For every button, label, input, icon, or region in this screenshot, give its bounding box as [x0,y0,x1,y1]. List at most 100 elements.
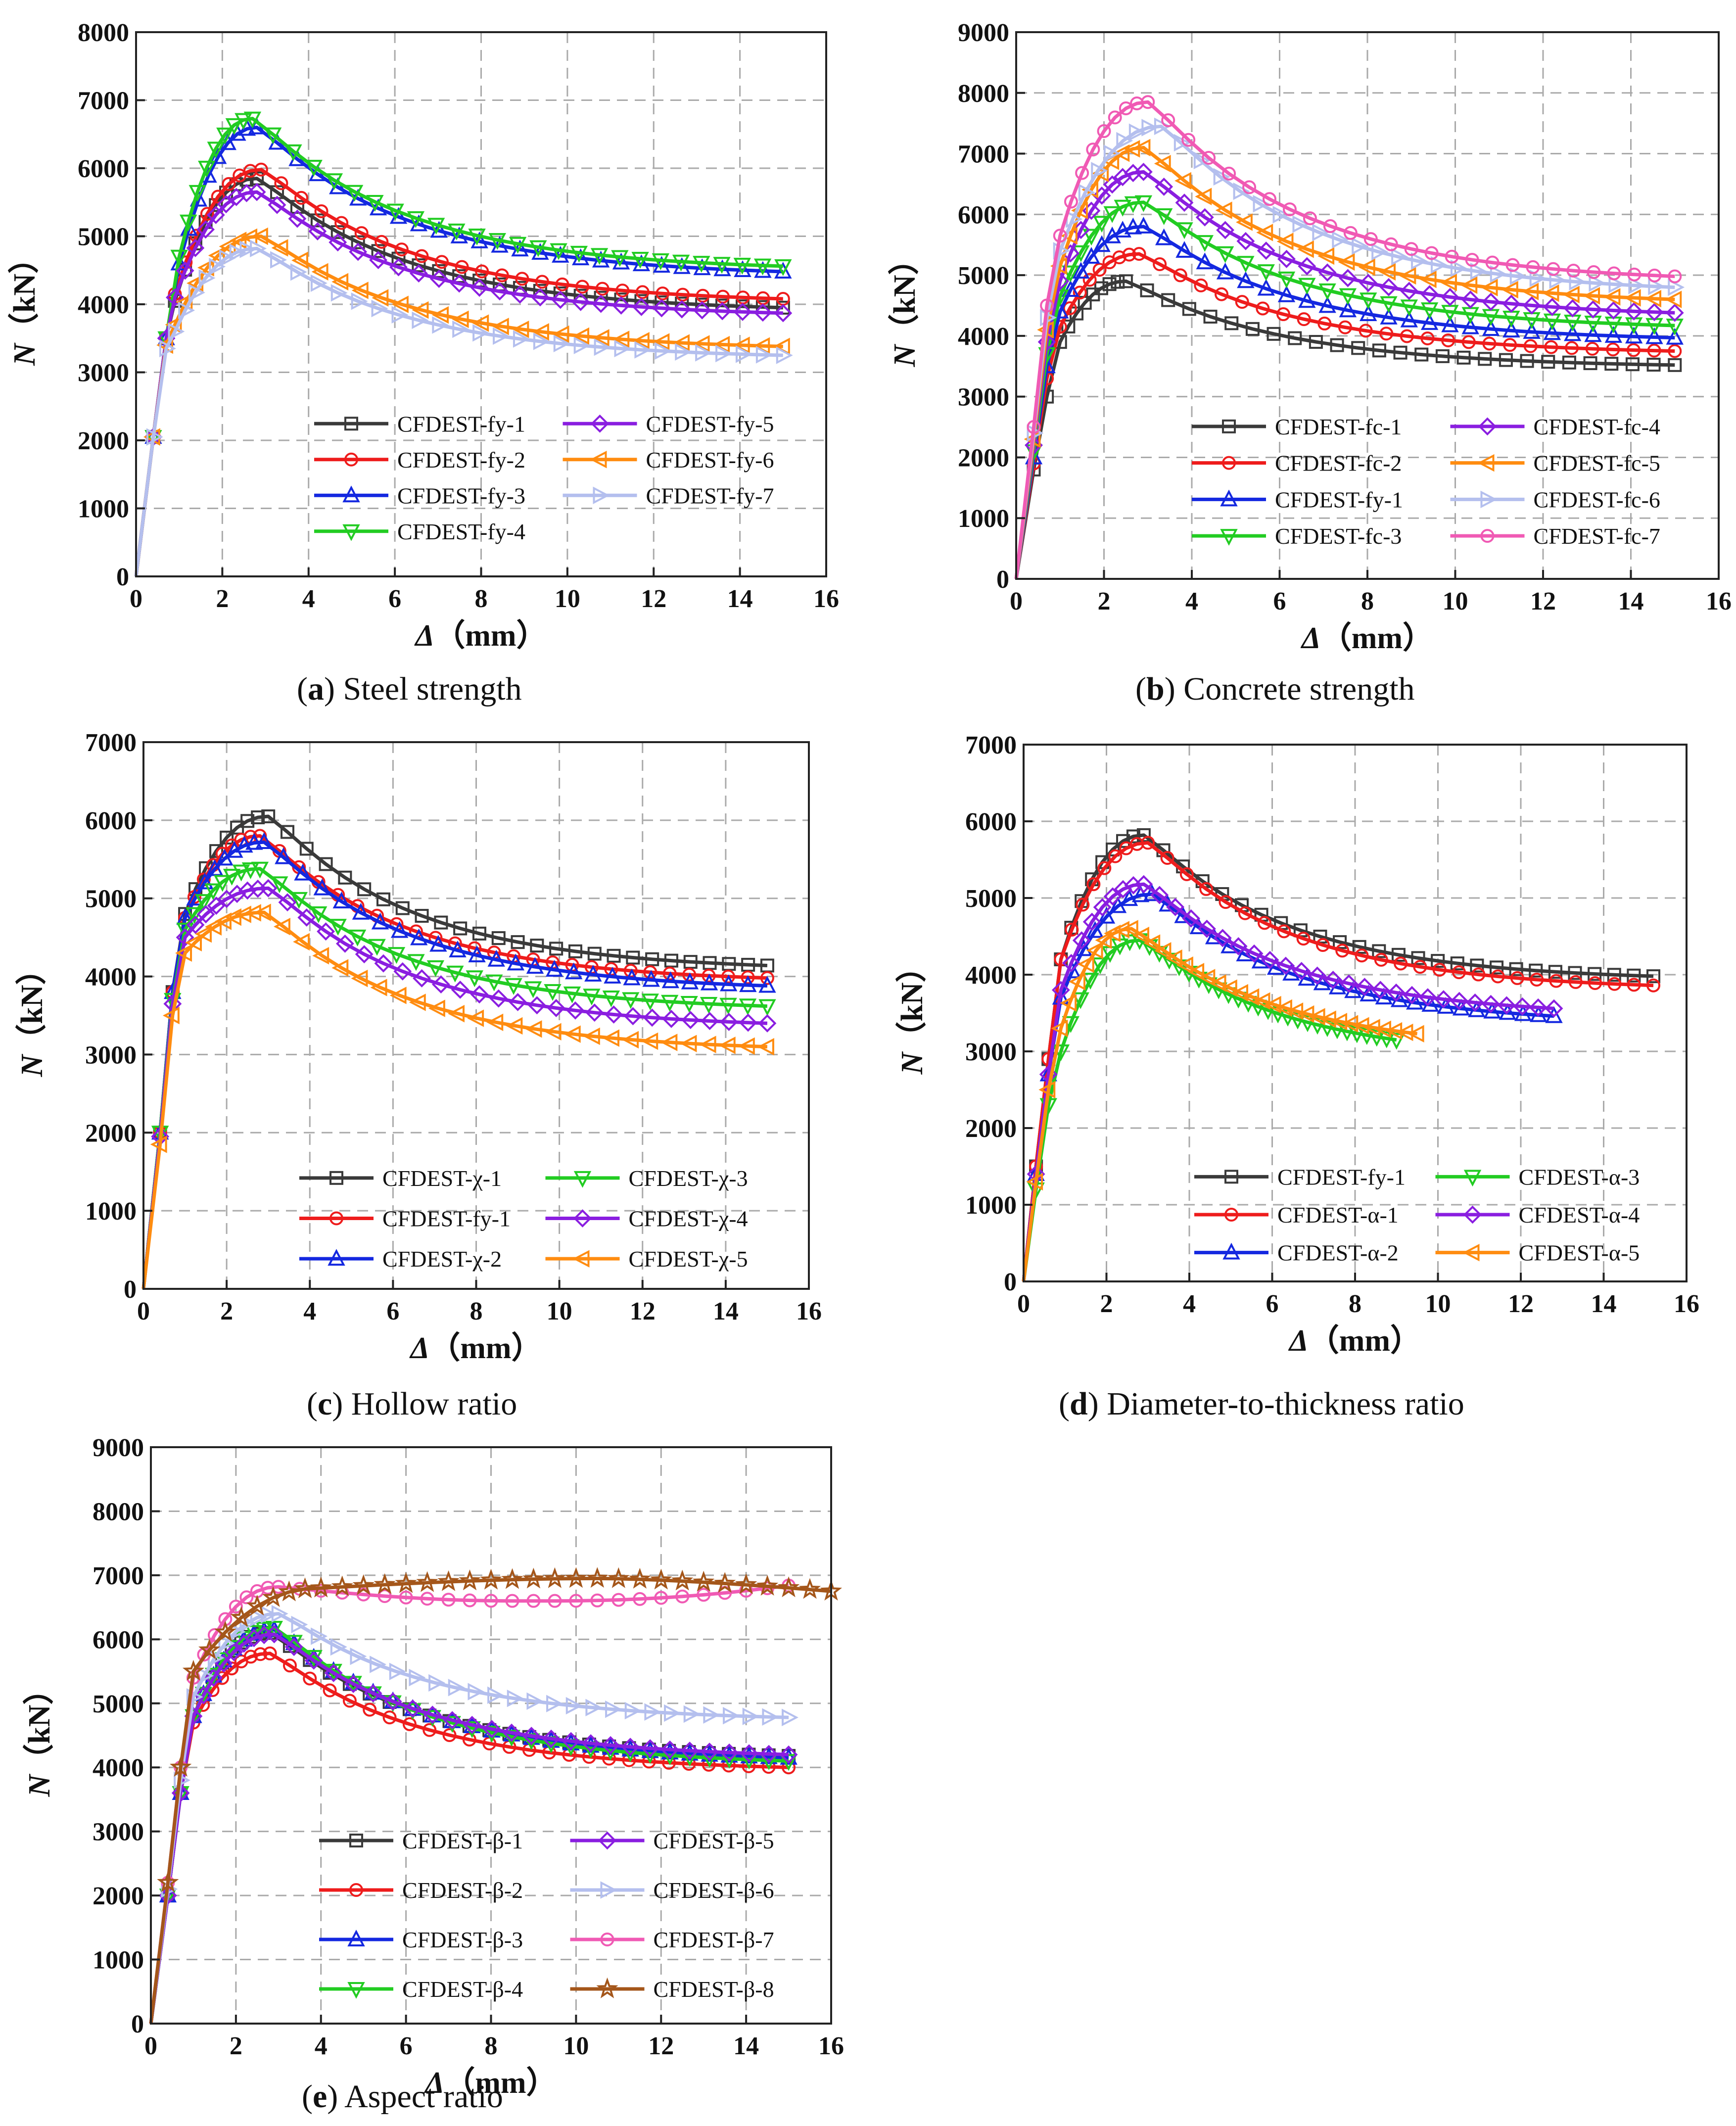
data-point [395,1572,417,1593]
data-point [1132,927,1149,945]
x-tick-label: 14 [1591,1290,1617,1318]
data-point [1607,977,1622,991]
y-tick-label: 1000 [85,1197,137,1226]
data-point [1222,166,1236,181]
data-point [1400,282,1418,300]
data-point [230,232,247,249]
series-line [1014,100,1675,579]
data-point [1625,357,1640,372]
data-point [391,306,409,324]
data-point [415,249,429,263]
data-point [1452,965,1466,980]
legend-label: CFDEST-χ-4 [629,1206,748,1231]
data-point [1277,924,1291,939]
legend-label: CFDEST-β-7 [654,1927,774,1952]
legend-marker [598,1831,616,1850]
data-point [586,1567,609,1588]
legend-item: CFDEST-χ-2 [299,1246,502,1272]
x-tick-label: 0 [144,2032,157,2060]
data-point [310,274,328,292]
series-line [134,190,783,577]
data-point [186,1688,203,1706]
data-point [486,1013,504,1031]
data-point [1384,237,1398,251]
data-point [1668,358,1682,372]
data-point [255,832,273,850]
y-tick-label: 5000 [93,1690,144,1718]
x-axis-title: Δ（mm） [409,1330,542,1365]
legend-item: CFDEST-χ-3 [545,1166,748,1191]
data-point [200,207,214,221]
data-point [1179,867,1194,881]
data-point [1359,274,1378,292]
data-point [1625,327,1643,344]
legend-label: CFDEST-χ-1 [382,1166,502,1191]
data-point [566,1001,585,1020]
data-point [675,343,692,361]
data-point [1646,358,1661,372]
x-tick-label: 16 [796,1297,822,1325]
legend-marker [1477,454,1495,472]
data-point [428,999,445,1017]
data-point [1026,1173,1043,1191]
data-point [738,1037,755,1055]
data-point [1219,895,1233,909]
legend-label: CFDEST-α-5 [1519,1240,1640,1266]
y-tick-label: 0 [1004,1268,1017,1296]
data-point [754,261,772,278]
data-point [642,970,660,987]
data-point [643,1008,661,1027]
data-point [1136,828,1151,842]
data-point [1509,962,1523,976]
data-point [168,323,185,340]
data-point [416,1571,438,1592]
data-point [602,991,620,1007]
series-CFDEST-fc-7 [1014,95,1682,579]
data-point [1073,285,1087,300]
data-point [1394,956,1408,971]
data-point [355,945,374,964]
data-point [1441,315,1459,332]
data-point [742,1707,759,1725]
data-point [1082,273,1097,287]
data-point [550,243,567,260]
data-point [1544,340,1558,354]
legend-marker [593,486,610,504]
data-point [1231,984,1249,1002]
tick-labels: 0 2 4 6 8 10 12 14 16 0 1000 2000 3000 4000 5000 6000 70… [93,1434,844,2060]
data-point [683,1705,701,1723]
data-point [502,1723,521,1742]
data-point [241,862,260,879]
data-point [1272,206,1290,224]
series-CFDEST-χ-4 [141,879,777,1289]
series-CFDEST-fy-5 [134,183,793,577]
series-CFDEST-fy-2 [134,162,790,577]
legend-marker [573,1209,592,1228]
data-point [739,975,757,992]
data-point [195,894,213,911]
y-tick-label: 2000 [78,427,129,455]
data-point [393,962,412,981]
data-point [1296,932,1311,946]
data-point [1292,962,1311,981]
x-tick-label: 10 [563,2032,589,2060]
data-point [1332,231,1349,249]
data-point [1155,208,1173,225]
x-tick-label: 2 [220,1297,233,1325]
data-point [1175,222,1193,239]
caption-b: (b) Concrete strength [1135,671,1415,707]
data-point [446,965,464,983]
data-point [1522,296,1541,315]
data-point [1220,979,1237,997]
panel-c: 0 2 4 6 8 10 12 14 16 0 1000 2000 3000 4000 5000 6000 70… [0,722,868,1380]
data-point [1097,124,1111,138]
x-tick-label: 4 [302,585,315,613]
x-tick-label: 2 [230,2032,242,2060]
data-point [634,341,652,359]
data-point [614,339,631,358]
data-point [641,993,659,1011]
data-point [1585,341,1599,356]
data-point [713,259,731,277]
data-point [1339,300,1357,318]
data-point [1198,919,1216,938]
